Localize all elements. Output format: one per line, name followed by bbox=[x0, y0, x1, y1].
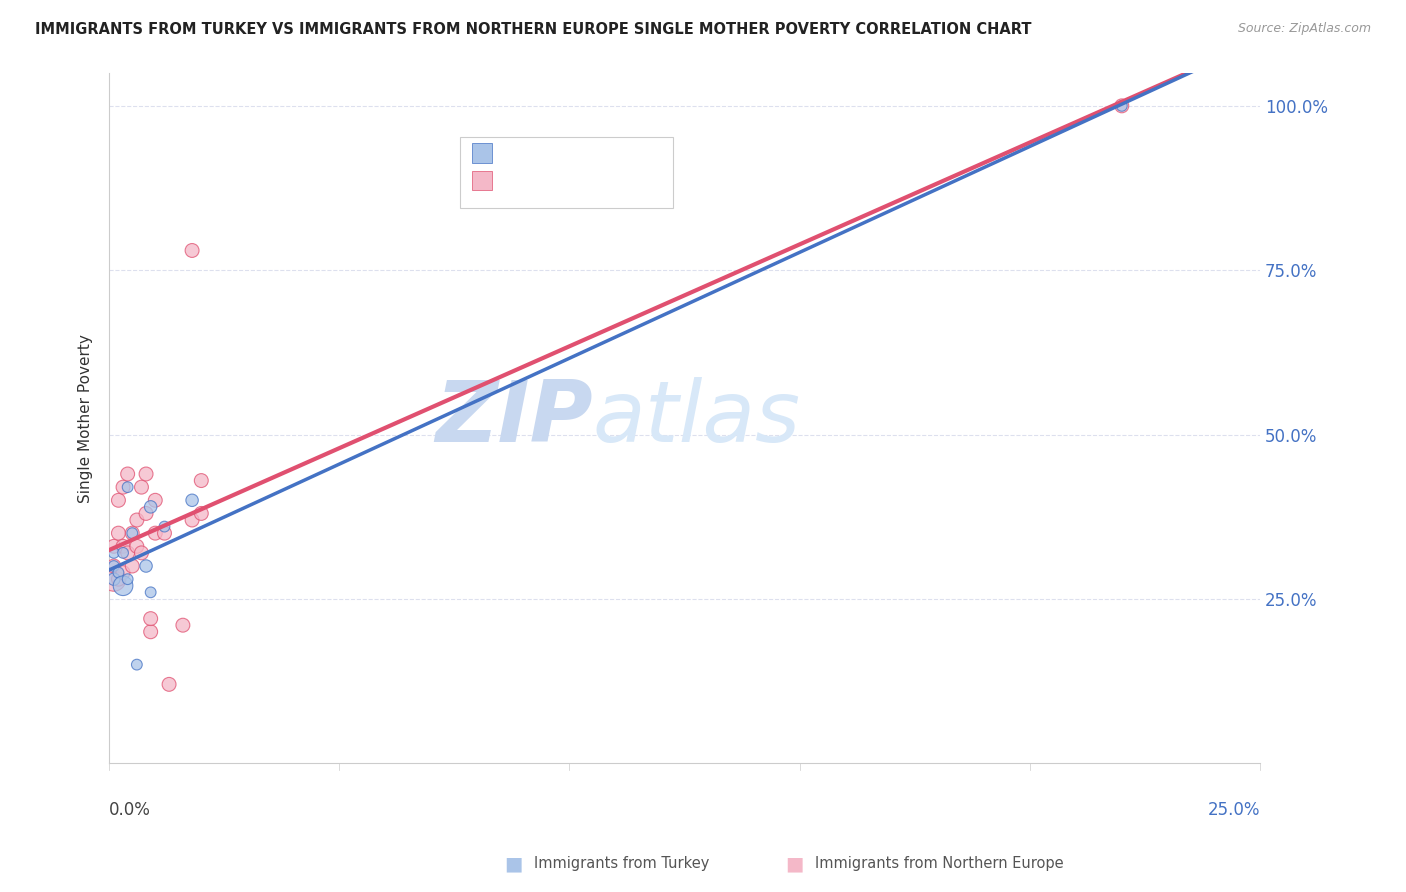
Point bbox=[112, 539, 135, 553]
Point bbox=[107, 572, 129, 586]
Point bbox=[121, 526, 143, 541]
Point bbox=[125, 513, 148, 527]
Text: ZIP: ZIP bbox=[434, 376, 592, 459]
Text: ■: ■ bbox=[785, 854, 804, 873]
Text: R = 0.773: R = 0.773 bbox=[501, 171, 599, 190]
FancyBboxPatch shape bbox=[460, 137, 673, 208]
Point bbox=[112, 566, 135, 580]
Text: N = 31: N = 31 bbox=[585, 171, 652, 190]
Text: atlas: atlas bbox=[592, 376, 800, 459]
Point bbox=[135, 559, 157, 574]
Point bbox=[139, 624, 162, 639]
Point bbox=[103, 572, 125, 586]
Point bbox=[121, 559, 143, 574]
Point bbox=[181, 513, 204, 527]
Y-axis label: Single Mother Poverty: Single Mother Poverty bbox=[79, 334, 93, 502]
Bar bbox=[471, 171, 492, 190]
Point bbox=[157, 677, 180, 691]
Point bbox=[103, 559, 125, 574]
Text: R = 0.429: R = 0.429 bbox=[501, 144, 599, 162]
Point bbox=[135, 507, 157, 521]
Point bbox=[139, 585, 162, 599]
Point bbox=[112, 480, 135, 494]
Point bbox=[103, 572, 125, 586]
Point bbox=[117, 467, 139, 481]
Point bbox=[153, 519, 176, 533]
Point bbox=[139, 500, 162, 514]
Point bbox=[112, 579, 135, 593]
Point bbox=[131, 480, 153, 494]
Point bbox=[103, 539, 125, 553]
Point bbox=[107, 493, 129, 508]
Point bbox=[117, 546, 139, 560]
Point bbox=[107, 526, 129, 541]
Point bbox=[121, 526, 143, 541]
Point bbox=[103, 546, 125, 560]
Point bbox=[143, 526, 166, 541]
Point bbox=[181, 493, 204, 508]
Text: Immigrants from Northern Europe: Immigrants from Northern Europe bbox=[815, 856, 1064, 871]
Point bbox=[172, 618, 194, 632]
Text: Immigrants from Turkey: Immigrants from Turkey bbox=[534, 856, 710, 871]
Point bbox=[190, 507, 212, 521]
Text: 0.0%: 0.0% bbox=[110, 801, 150, 819]
Point bbox=[190, 474, 212, 488]
Point bbox=[103, 559, 125, 574]
Text: Source: ZipAtlas.com: Source: ZipAtlas.com bbox=[1237, 22, 1371, 36]
Point bbox=[112, 546, 135, 560]
Text: ■: ■ bbox=[503, 854, 523, 873]
Point bbox=[1111, 99, 1133, 113]
Point bbox=[135, 467, 157, 481]
Point bbox=[139, 612, 162, 626]
Point bbox=[125, 539, 148, 553]
Point bbox=[117, 572, 139, 586]
Text: IMMIGRANTS FROM TURKEY VS IMMIGRANTS FROM NORTHERN EUROPE SINGLE MOTHER POVERTY : IMMIGRANTS FROM TURKEY VS IMMIGRANTS FRO… bbox=[35, 22, 1032, 37]
Point bbox=[117, 480, 139, 494]
Text: 25.0%: 25.0% bbox=[1208, 801, 1260, 819]
Point bbox=[107, 566, 129, 580]
Bar bbox=[471, 144, 492, 162]
Point bbox=[1111, 99, 1133, 113]
Point bbox=[143, 493, 166, 508]
Text: N = 16: N = 16 bbox=[585, 144, 652, 162]
Point bbox=[181, 244, 204, 258]
Point bbox=[131, 546, 153, 560]
Point bbox=[153, 526, 176, 541]
Point bbox=[125, 657, 148, 672]
